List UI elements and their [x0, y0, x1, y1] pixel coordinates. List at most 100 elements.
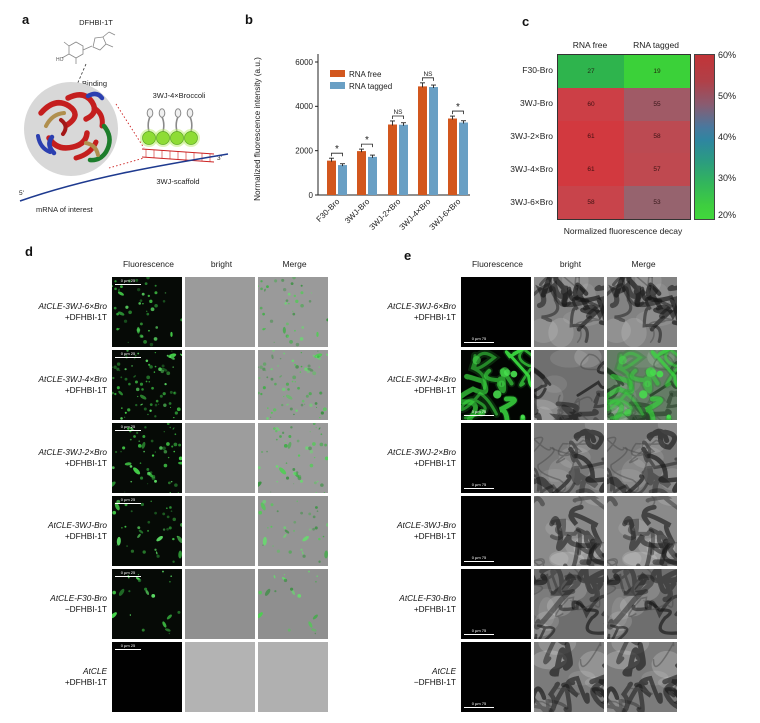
micrograph-e-row2-fluorescence: 0 µm 75 [461, 350, 531, 420]
heatmap-column-header: RNA tagged [633, 40, 679, 50]
panel-b-label: b [245, 12, 253, 27]
micrograph-d-row6-bright [185, 642, 255, 712]
heatmap-cell: 58 [558, 186, 624, 219]
micrograph-d-row6-merge [258, 642, 328, 712]
bar-rna-tagged [459, 122, 468, 195]
heatmap-caption: Normalized fluorescence decay [563, 226, 683, 236]
micrograph-d-row3-merge [258, 423, 328, 493]
micrograph-column-header: Fluorescence [471, 259, 524, 269]
heatmap-row-label: 3WJ-2×Bro [510, 130, 553, 141]
scale-bar: 0 µm 75 [464, 556, 494, 562]
colorbar-tick-label: 30% [718, 173, 737, 183]
micrograph-row-label: AtCLE-3WJ-6×Bro +DFHBI-1T [0, 277, 107, 347]
y-axis-label: Normalized fluorescence intensity (a.u.) [253, 57, 262, 201]
micrograph-row-label: AtCLE-3WJ-4×Bro +DFHBI-1T [350, 350, 456, 420]
micrograph-row-label: AtCLE −DFHBI-1T [350, 642, 456, 712]
panel-e-column-headers: Fluorescence bright Merge [461, 259, 680, 269]
panel-a-label: a [22, 12, 30, 27]
micrograph-e-row6-fluorescence: 0 µm 75 [461, 642, 531, 712]
treatment-name: +DFHBI-1T [413, 531, 456, 541]
heatmap-cell: 58 [624, 120, 690, 154]
bar-rna-free [327, 160, 336, 195]
treatment-name: −DFHBI-1T [64, 604, 107, 614]
micrograph-column-header: Fluorescence [122, 259, 175, 269]
significance-label: * [365, 135, 369, 146]
micrograph-d-row6-fluorescence: 0 µm 25 [112, 642, 182, 712]
treatment-name: +DFHBI-1T [64, 531, 107, 541]
scale-bar: 0 µm 25 [115, 644, 141, 650]
zoom-wedge-lines [108, 103, 145, 169]
treatment-name: +DFHBI-1T [413, 312, 456, 322]
heatmap-cell: 53 [624, 186, 690, 219]
micrograph-row-label: AtCLE-F30-Bro −DFHBI-1T [0, 569, 107, 639]
bar-rna-tagged [338, 165, 347, 195]
five-prime-label: 5' [19, 190, 24, 197]
micrograph-d-row1-fluorescence: 0 µm 25 [112, 277, 182, 347]
schematic-diagram: DFHBI-1T HO Binding [19, 18, 229, 214]
bar-rna-free [418, 86, 427, 195]
mrna-line [19, 153, 229, 202]
micrograph-e-row3-fluorescence: 0 µm 75 [461, 423, 531, 493]
binding-label: Binding [82, 79, 107, 88]
x-tick-label: 3WJ-Bro [343, 197, 372, 226]
heatmap-row-label: 3WJ-Bro [519, 98, 553, 109]
x-tick-label: F30-Bro [315, 197, 342, 224]
significance-bracket [422, 77, 434, 81]
micrograph-e-row5-merge [607, 569, 677, 639]
micrograph-column-header: bright [559, 259, 582, 269]
micrograph-e-row5-bright [534, 569, 604, 639]
three-prime-label: 3' [217, 155, 222, 162]
construct-name: AtCLE-3WJ-Bro [47, 520, 107, 531]
construct-name: AtCLE-3WJ-6×Bro [38, 301, 107, 312]
scaffold-duplex [141, 148, 215, 163]
x-tick-label: 3WJ-6×Bro [428, 197, 463, 232]
scale-bar: 0 µm 75 [464, 483, 494, 489]
y-tick-label: 6000 [295, 58, 313, 67]
heatmap-cell: 27 [558, 55, 624, 88]
micrograph-e-row3-bright [534, 423, 604, 493]
treatment-name: +DFHBI-1T [64, 458, 107, 468]
scale-bar: 0 µm 25 [115, 352, 141, 358]
dye-structure [61, 31, 116, 64]
scale-bar: 0 µm 75 [464, 410, 494, 416]
heatmap-cell: 60 [558, 87, 624, 121]
construct-name: AtCLE-3WJ-6×Bro [387, 301, 456, 312]
micrograph-e-row6-bright [534, 642, 604, 712]
heatmap-row-label: 3WJ-6×Bro [510, 196, 553, 207]
micrograph-row-label: AtCLE-3WJ-Bro +DFHBI-1T [0, 496, 107, 566]
micrograph-row-label: AtCLE-F30-Bro +DFHBI-1T [350, 569, 456, 639]
micrograph-e-row1-bright [534, 277, 604, 347]
treatment-name: +DFHBI-1T [413, 458, 456, 468]
treatment-name: −DFHBI-1T [413, 677, 456, 687]
scale-bar: 0 µm 75 [464, 629, 494, 635]
y-tick-label: 2000 [295, 146, 313, 155]
significance-label: * [335, 144, 339, 155]
bar-rna-free [388, 124, 397, 195]
micrograph-d-row5-fluorescence: 0 µm 25 [112, 569, 182, 639]
panel-d-row-labels: AtCLE-3WJ-6×Bro +DFHBI-1T AtCLE-3WJ-4×Bro +… [0, 277, 107, 715]
ho-atom-label: HO [56, 57, 64, 63]
micrograph-d-row1-merge [258, 277, 328, 347]
scale-bar: 0 µm 25 [115, 425, 141, 431]
colorbar-tick-label: 20% [718, 210, 737, 220]
micrograph-d-row4-merge [258, 496, 328, 566]
heatmap-column-header: RNA free [572, 40, 608, 50]
significance-bracket [361, 143, 373, 148]
heatmap-row-label: F30-Bro [522, 65, 553, 76]
micrograph-e-row6-merge [607, 642, 677, 712]
micrograph-row-label: AtCLE-3WJ-4×Bro +DFHBI-1T [0, 350, 107, 420]
heatmap-row-label: 3WJ-4×Bro [510, 163, 553, 174]
micrograph-d-row4-bright [185, 496, 255, 566]
micrograph-d-row2-fluorescence: 0 µm 25 [112, 350, 182, 420]
micrograph-e-row2-bright [534, 350, 604, 420]
colorbar [694, 54, 715, 220]
heatmap-cell: 19 [624, 55, 690, 88]
bar-rna-free [357, 151, 366, 195]
legend-swatch [330, 82, 345, 89]
broccoli-aptamers [140, 108, 200, 147]
heatmap-row-labels: F30-Bro 3WJ-Bro 3WJ-2×Bro 3WJ-4×Bro 3WJ-6×Br… [470, 54, 553, 218]
micrograph-column-header: Merge [631, 259, 656, 269]
construct-name: AtCLE-3WJ-Bro [396, 520, 456, 531]
rna-ribbons [36, 91, 112, 163]
